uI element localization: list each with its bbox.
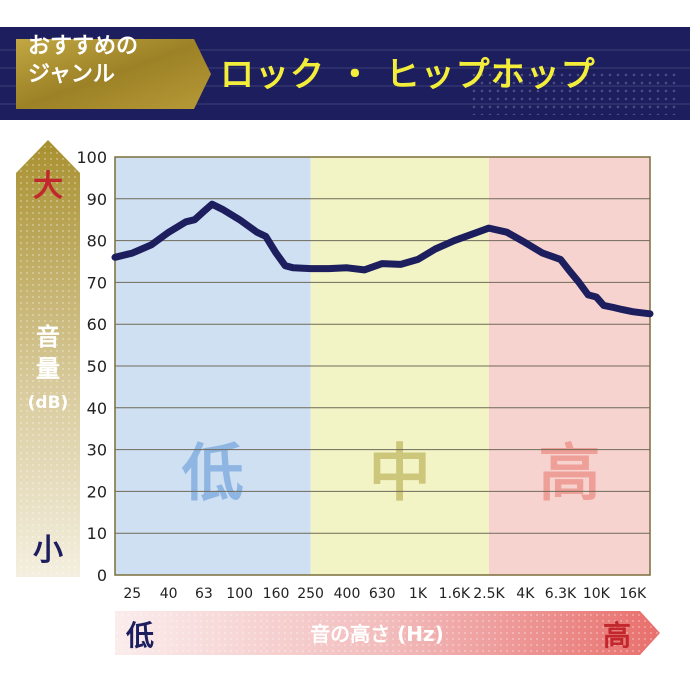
x-tick-label: 1K [409,586,428,602]
banner-stripe [0,85,690,87]
banner-stripe [0,67,690,69]
y-tick-label: 20 [87,482,107,501]
x-left-marker: 低 [125,619,154,652]
y-tick-labels: 0 10 20 30 40 50 60 70 80 90 100 [76,148,107,585]
header-banner: おすすめの ジャンル ロック ・ ヒップホップ [0,27,690,120]
series-line [111,200,654,318]
y-tick-label: 100 [76,148,107,167]
x-tick-label: 2.5K [473,586,505,602]
x-tick-label: 250 [297,586,324,602]
genre-title: ロック ・ ヒップホップ [220,55,596,95]
x-tick-label: 630 [369,586,396,602]
y-label-char-2: 量 [36,355,60,383]
banner-stripe [0,103,690,105]
band-label: 高 [538,436,600,509]
y-label-unit: (dB) [28,393,69,413]
x-right-marker: 高 [603,619,631,652]
y-tick-label: 30 [87,441,107,460]
x-tick-label: 63 [195,586,213,602]
frequency-axis-arrow [115,611,660,655]
plot-border [114,156,651,576]
y-label-char-1: 音 [36,323,60,351]
band-labels: 低中高 [182,436,601,509]
y-tick-label: 0 [97,566,107,585]
volume-axis-arrow [16,140,80,577]
x-tick-label: 10K [583,586,611,602]
y-tick-label: 40 [87,399,107,418]
x-tick-label: 1.6K [439,586,471,602]
band-label: 中 [369,436,431,509]
x-tick-label: 4K [516,586,535,602]
y-bottom-marker: 小 [33,533,63,568]
band-label: 低 [182,436,244,509]
y-top-marker: 大 [33,169,63,204]
x-tick-label: 160 [263,586,290,602]
x-axis-label: 音の高さ (Hz) [310,622,444,646]
gridlines [115,198,650,534]
badge-line-2: ジャンル [28,62,115,87]
y-tick-label: 90 [87,190,107,209]
genre-badge-label: おすすめの ジャンル [28,33,188,89]
x-tick-label: 40 [160,586,178,602]
banner-dot-pattern [470,71,680,115]
genre-badge-shape [16,39,211,109]
banner-stripe [0,49,690,51]
y-tick-label: 10 [87,524,107,543]
y-tick-label: 70 [87,273,107,292]
y-tick-label: 60 [87,315,107,334]
x-tick-labels: 25 40 63 100 160 250 400 630 1K 1.6K 2.5K 4K 6.3K 10K… [123,586,647,602]
x-tick-label: 25 [123,586,141,602]
x-tick-label: 6.3K [545,586,577,602]
y-tick-label: 80 [87,232,107,251]
x-tick-label: 400 [334,586,361,602]
x-tick-label: 100 [226,586,253,602]
y-tick-label: 50 [87,357,107,376]
x-tick-label: 16K [619,586,647,602]
badge-line-1: おすすめの [28,34,139,59]
